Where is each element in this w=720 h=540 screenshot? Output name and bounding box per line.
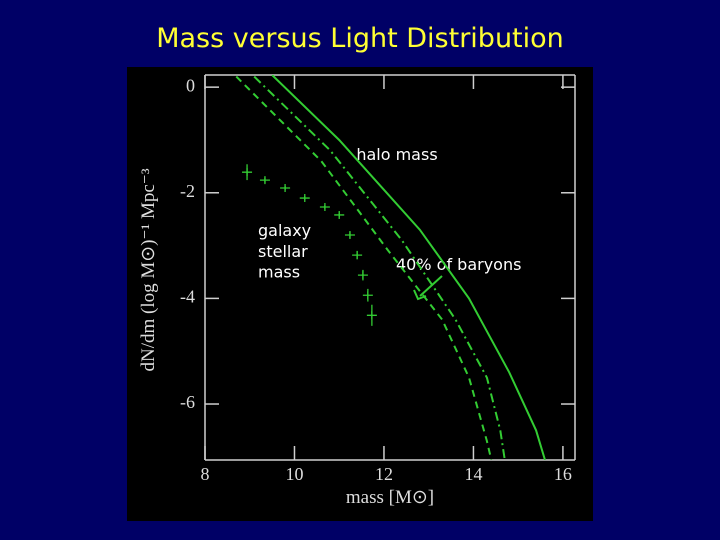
plot-image: [127, 67, 593, 521]
data-point: [362, 291, 373, 300]
halo-curve: [235, 75, 493, 460]
data-point: [280, 184, 291, 193]
baryons-arrow: [419, 275, 443, 297]
x-axis-label: mass [M⊙]: [346, 487, 434, 508]
y-tick-label: -2: [180, 181, 195, 201]
data-point: [299, 194, 310, 203]
y-tick-label: -6: [180, 392, 195, 412]
data-point: [357, 271, 368, 280]
halo-mass-label: halo mass: [356, 145, 437, 164]
data-point: [366, 311, 377, 320]
x-tick-label: 16: [554, 464, 572, 484]
x-tick-label: 14: [464, 464, 482, 484]
data-point: [259, 176, 270, 185]
galaxy-label: galaxy stellar mass: [258, 221, 311, 282]
y-axis-label: dN/dm (log M⊙)⁻¹ Mpc⁻³: [138, 168, 159, 371]
halo-curve: [271, 75, 546, 460]
y-tick-label: -4: [180, 287, 195, 307]
data-point: [344, 231, 355, 240]
x-tick-label: 8: [201, 464, 210, 484]
data-point: [352, 251, 363, 260]
halo-curve: [253, 75, 506, 460]
baryons-label: 40% of baryons: [396, 255, 521, 274]
slide-title: Mass versus Light Distribution: [156, 23, 564, 54]
x-tick-label: 12: [375, 464, 393, 484]
x-tick-label: 10: [285, 464, 303, 484]
data-point: [334, 210, 345, 219]
data-point: [242, 168, 253, 177]
y-tick-label: 0: [186, 75, 195, 95]
data-point: [319, 203, 330, 212]
